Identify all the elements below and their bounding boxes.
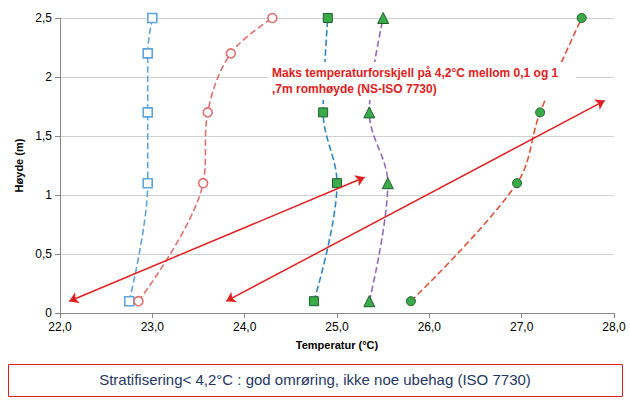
- svg-text:27,0: 27,0: [510, 320, 534, 334]
- svg-text:Maks temperaturforskjell på 4,: Maks temperaturforskjell på 4,2°C mellom…: [272, 66, 559, 80]
- svg-text:Temperatur (°C): Temperatur (°C): [296, 339, 379, 351]
- svg-text:Stratifisering< 4,2°C : god om: Stratifisering< 4,2°C : god omrøring, ik…: [99, 371, 531, 388]
- svg-text:,7m romhøyde (NS-ISO 7730): ,7m romhøyde (NS-ISO 7730): [272, 82, 437, 96]
- svg-text:26,0: 26,0: [418, 320, 442, 334]
- svg-text:2,5: 2,5: [35, 11, 52, 25]
- svg-text:Høyde (m): Høyde (m): [13, 138, 25, 192]
- svg-text:2: 2: [45, 70, 52, 84]
- svg-text:0: 0: [45, 306, 52, 320]
- svg-text:1,5: 1,5: [35, 129, 52, 143]
- svg-text:0,5: 0,5: [35, 247, 52, 261]
- svg-text:25,0: 25,0: [325, 320, 349, 334]
- svg-text:22,0: 22,0: [48, 320, 72, 334]
- svg-text:23,0: 23,0: [141, 320, 165, 334]
- svg-text:28,0: 28,0: [602, 320, 626, 334]
- svg-text:1: 1: [45, 188, 52, 202]
- svg-text:24,0: 24,0: [233, 320, 257, 334]
